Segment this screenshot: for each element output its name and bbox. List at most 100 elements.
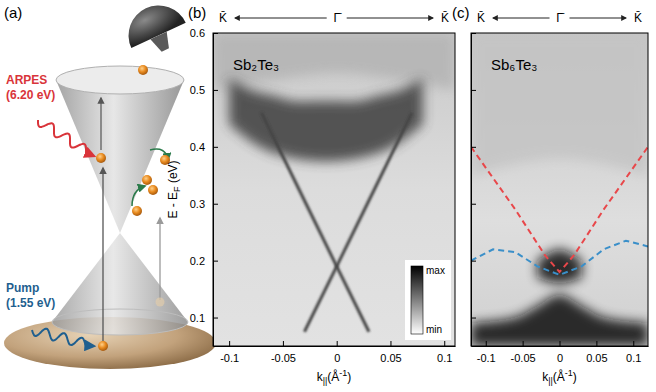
y-tick (471, 318, 476, 319)
dashed-band-line (471, 147, 648, 272)
panel-label: (b) (188, 4, 206, 21)
pump-transition (102, 168, 103, 341)
x-tick: -0.1 (220, 341, 239, 364)
x-tick-label: -0.05 (511, 352, 536, 364)
plot-background (471, 33, 648, 346)
upper-cone (56, 80, 184, 233)
y-tick-mark (213, 90, 218, 91)
direction-label: K̄ (477, 11, 485, 25)
x-tick-label: 0.1 (437, 352, 452, 364)
pump-energy: (1.55 eV) (6, 296, 55, 310)
y-tick: 0.6 (190, 27, 218, 39)
x-tick-label: -0.1 (477, 352, 496, 364)
y-tick-label: 0.5 (190, 84, 205, 96)
x-tick: 0 (557, 341, 563, 364)
colorbar-label: min (426, 324, 442, 335)
x-tick-label: 0.05 (380, 352, 401, 364)
x-tick-mark (596, 341, 597, 346)
x-tick-mark (229, 341, 230, 346)
panel-title: Sb₆Te₃ (491, 56, 537, 73)
y-tick-mark (471, 261, 476, 262)
direction-arrow (235, 18, 327, 19)
x-tick: 0.05 (586, 341, 607, 364)
y-tick (471, 261, 476, 262)
panel-title: Sb₂Te₃ (233, 56, 279, 73)
x-tick: -0.05 (271, 341, 296, 364)
electron (96, 153, 106, 163)
electron (132, 206, 142, 216)
x-axis: -0.1 -0.05 0 0.05 0.1 (472, 341, 649, 364)
x-tick: 0.1 (626, 341, 641, 364)
probe-transition (159, 218, 160, 300)
electron (148, 185, 158, 195)
y-tick-mark (471, 318, 476, 319)
y-tick: 0.4 (190, 141, 218, 153)
lower-cone-rim (52, 309, 188, 335)
probe-energy: (6.20 eV) (6, 88, 55, 102)
y-tick (471, 33, 476, 34)
y-axis-title: E - EF (eV) (166, 160, 182, 218)
electron (98, 341, 108, 351)
y-tick-label: 0.4 (190, 141, 205, 153)
colorbar (411, 266, 423, 334)
y-tick (471, 147, 476, 148)
y-tick-mark (471, 90, 476, 91)
dashed-band-line (471, 241, 648, 275)
panel-label: (a) (4, 4, 22, 21)
x-tick-mark (633, 341, 634, 346)
y-axis-title-part: E - E (166, 192, 180, 219)
y-axis-line (213, 34, 214, 347)
arpes-panel: -0.1-0.0500.050.10.10.20.30.40.50.6 (190, 27, 456, 364)
probe-beam (38, 120, 94, 156)
x-tick-mark (560, 341, 561, 346)
pump-beam (32, 329, 94, 348)
panel-label: (c) (452, 4, 470, 21)
direction-label: K̄ (634, 11, 642, 25)
x-axis-line (472, 346, 649, 347)
relaxation-arrow (132, 186, 145, 206)
pump-name: Pump (6, 281, 39, 295)
x-tick-label: 0.1 (626, 352, 641, 364)
x-axis-title: k||(Å-1) (317, 368, 352, 386)
y-tick-mark (213, 261, 218, 262)
x-tick: 0.1 (437, 341, 452, 364)
direction-arrow (570, 18, 627, 19)
x-tick: -0.05 (511, 341, 536, 364)
x-tick-label: -0.1 (220, 352, 239, 364)
y-tick-label: 0.2 (190, 255, 205, 267)
x-axis-title: k||(Å-1) (542, 368, 577, 386)
band-line (261, 113, 369, 332)
x-axis-title-part: -1 (565, 368, 573, 378)
x-axis-title-part: (Å (553, 369, 565, 384)
electron (142, 175, 152, 185)
direction-label: K̄ (219, 11, 227, 25)
probe-name: ARPES (6, 73, 47, 87)
y-tick-mark (213, 318, 218, 319)
band-line (304, 113, 412, 332)
y-tick-mark (471, 33, 476, 34)
hole (156, 298, 165, 307)
direction-label: Γ̄ (333, 11, 342, 25)
y-tick: 0.5 (190, 84, 218, 96)
marks (471, 33, 648, 346)
intensity-band (471, 295, 648, 346)
direction-label: Γ̄ (556, 11, 565, 25)
x-tick: -0.1 (477, 341, 496, 364)
y-tick (471, 204, 476, 205)
y-axis-line (471, 34, 472, 347)
x-tick: 0.05 (380, 341, 401, 364)
x-axis-line (214, 346, 456, 347)
plot-frame (471, 33, 648, 346)
upper-cone-top (56, 66, 184, 94)
colorbar-box (405, 260, 451, 340)
photoemission-arrow (100, 98, 101, 150)
x-tick-label: 0.05 (586, 352, 607, 364)
detector-nozzle (150, 32, 173, 54)
x-tick-label: 0 (557, 352, 563, 364)
direction-arrow (347, 18, 433, 19)
x-tick-mark (337, 341, 338, 346)
x-tick-mark (444, 341, 445, 346)
figure: (a) ARPES(6.20 eV) Pump(1.55 eV) -0.1 -0.05 0… (0, 0, 656, 392)
x-axis-title-part: ) (573, 370, 577, 384)
diagram: (a) ARPES(6.20 eV) Pump(1.55 eV) (4, 0, 216, 369)
